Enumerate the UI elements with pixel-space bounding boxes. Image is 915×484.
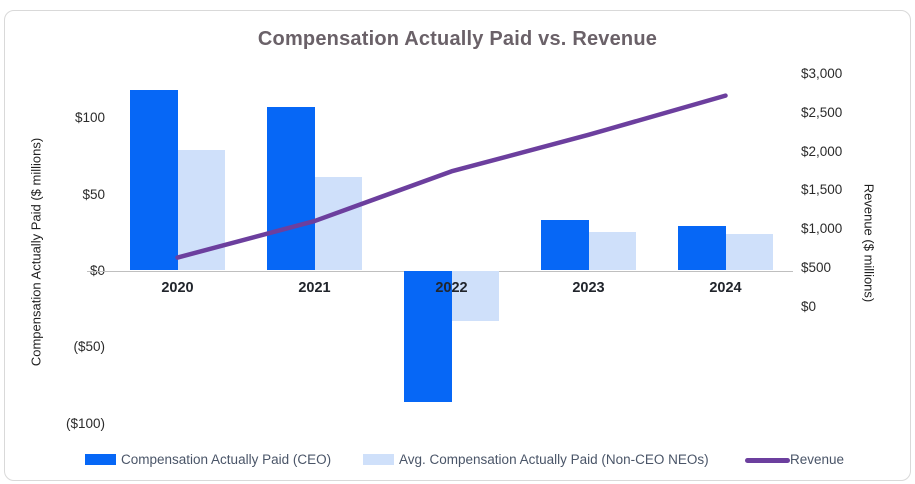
category-label-2024: 2024	[709, 280, 742, 296]
category-label-2021: 2021	[298, 280, 331, 296]
right-axis-title: Revenue ($ millions)	[861, 183, 877, 303]
legend-label: Compensation Actually Paid (CEO)	[121, 452, 332, 467]
bar-neo-2020	[177, 149, 225, 271]
category-label-2022: 2022	[435, 280, 468, 296]
bar-neo-2023	[588, 232, 636, 271]
legend-swatch-revenue-line	[745, 458, 790, 463]
legend-swatch-neo	[363, 454, 394, 465]
bar-ceo-2021	[267, 107, 315, 271]
right-axis-tick-label: $500	[801, 260, 832, 276]
right-axis-tick-label: $1,000	[801, 221, 843, 237]
category-label-2023: 2023	[572, 280, 605, 296]
right-axis-tick-label: $1,500	[801, 182, 843, 198]
right-axis-tick-label: $2,000	[801, 143, 843, 159]
legend-label: Revenue	[790, 452, 845, 467]
chart-title: Compensation Actually Paid vs. Revenue	[257, 28, 658, 50]
left-axis-tick-label: $50	[82, 186, 105, 202]
revenue-line	[175, 93, 728, 260]
bar-ceo-2024	[678, 226, 726, 271]
bar-neo-2022	[451, 270, 499, 321]
bar-ceo-2022	[404, 270, 452, 402]
bar-ceo-2020	[130, 90, 178, 271]
legend-swatch-ceo	[85, 454, 116, 465]
left-axis-title: Compensation Actually Paid ($ millions)	[28, 137, 44, 367]
legend-label: Avg. Compensation Actually Paid (Non-CEO…	[399, 452, 709, 467]
right-axis-tick-label: $3,000	[801, 65, 843, 81]
left-axis-tick-label: $100	[74, 110, 105, 126]
left-axis-tick-label: ($100)	[65, 415, 105, 431]
bar-neo-2024	[725, 233, 773, 271]
category-label-2020: 2020	[161, 280, 194, 296]
left-axis-tick-label: ($50)	[73, 339, 105, 355]
right-axis-tick-label: $0	[801, 299, 817, 314]
bar-neo-2021	[314, 177, 362, 271]
bar-ceo-2023	[541, 220, 589, 271]
right-axis-tick-label: $2,500	[801, 104, 843, 120]
